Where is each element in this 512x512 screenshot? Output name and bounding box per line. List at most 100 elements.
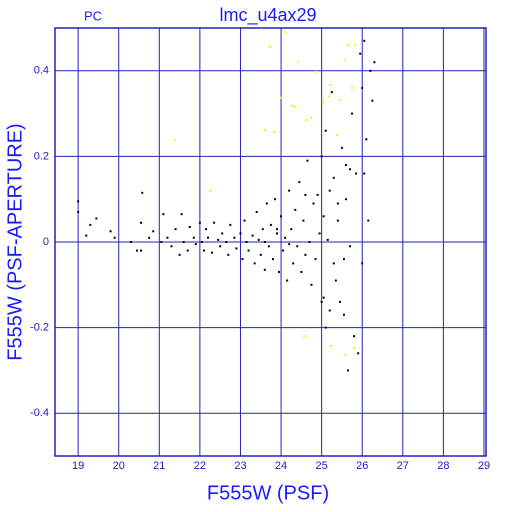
point [286,279,289,282]
point [253,262,256,265]
point [89,223,92,226]
point [338,98,341,101]
x-tick-label: 28 [437,460,449,472]
point [178,253,181,256]
point [304,193,307,196]
point [273,198,276,201]
point [129,241,132,243]
point [308,241,311,243]
point [342,258,345,261]
point [259,253,262,256]
point [355,172,358,175]
y-axis-label: F555W (PSF-APERTURE) [4,123,26,360]
point [275,228,278,231]
point [239,232,242,235]
point [245,241,248,243]
point [332,262,335,265]
x-tick-label: 27 [397,460,409,472]
point [347,369,350,372]
point [280,215,283,218]
point [336,134,339,136]
point [353,44,356,47]
point [297,60,300,63]
y-tick-label: 0.4 [34,65,49,77]
point [347,44,350,47]
point [194,243,197,246]
point [198,221,201,224]
point [351,112,354,115]
point [314,70,317,73]
point [269,45,272,48]
x-tick-label: 23 [234,460,246,472]
point [361,262,364,265]
point [219,245,222,248]
point [225,241,228,243]
point [324,129,327,132]
point [290,228,293,231]
point [109,230,112,233]
point [363,39,366,42]
point [77,211,80,214]
point [369,69,372,72]
point [321,101,324,104]
point [267,245,270,248]
point [255,211,258,214]
point [330,91,333,94]
point [324,326,327,329]
point [303,335,306,338]
point [336,202,339,205]
chart-title: lmc_u4ax29 [219,5,316,26]
point [300,270,303,273]
point [291,104,294,107]
point [186,249,189,252]
x-tick-label: 29 [478,460,490,472]
x-tick-label: 25 [316,460,328,472]
point [322,296,325,299]
x-tick-label: 24 [275,460,287,472]
point [148,236,151,239]
point [293,105,296,108]
point [306,119,309,122]
point [235,247,238,250]
point [180,213,183,216]
point [113,236,116,239]
point [263,128,266,131]
x-tick-label: 20 [113,460,125,472]
point [292,262,295,265]
point [213,221,216,224]
point [271,258,274,261]
y-tick-label: -0.4 [30,407,49,419]
point [296,245,299,248]
point [166,236,169,239]
point [152,230,155,233]
point [160,241,163,243]
point [282,249,285,252]
point [367,219,370,222]
point [353,347,356,350]
point [202,249,205,252]
point [336,219,339,222]
point [322,215,325,218]
point [263,268,266,271]
point [233,236,236,239]
x-axis-label: F555W (PSF) [207,482,329,504]
point [275,232,278,235]
point [207,236,210,239]
point [361,86,364,89]
point [251,234,254,237]
point [273,131,276,134]
x-tick-label: 26 [356,460,368,472]
point [328,309,331,312]
point [209,189,212,192]
point [344,58,347,61]
x-tick-label: 19 [72,460,84,472]
point [135,249,138,252]
point [211,251,214,254]
point [284,236,287,239]
point [314,258,317,261]
point [340,146,343,149]
point [95,217,98,220]
point [326,238,329,241]
point [320,155,323,158]
point [188,226,191,229]
